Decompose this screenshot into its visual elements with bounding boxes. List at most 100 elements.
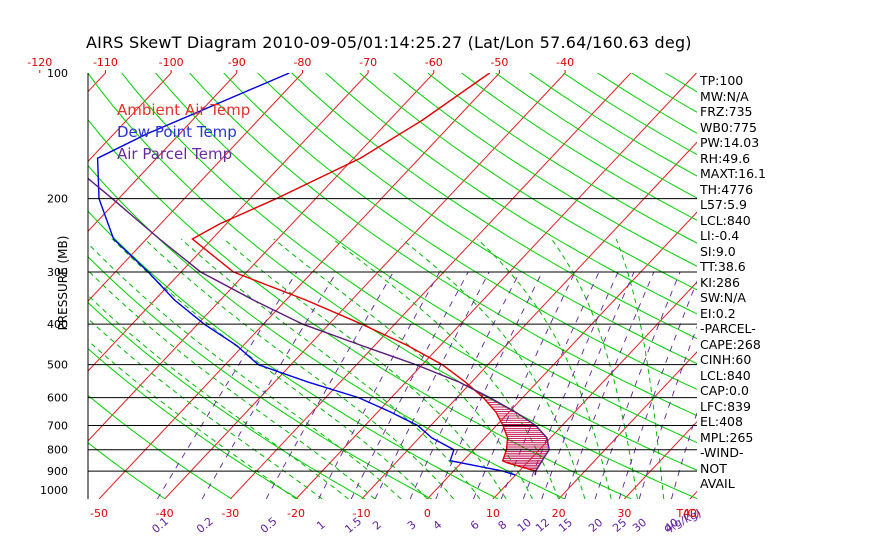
moist-adiabat-line <box>332 238 560 499</box>
dry-adiabat-line <box>257 73 697 365</box>
bottom-temperature-tick-label: -40 <box>156 507 174 520</box>
bottom-temperature-tick-label: -10 <box>353 507 371 520</box>
mixing-ratio-line <box>374 271 490 499</box>
stability-index-row: TT:38.6 <box>700 259 746 274</box>
isotherm-line <box>88 73 172 163</box>
mixing-ratio-tick-label: 0.5 <box>258 515 280 536</box>
y-axis-label: PRESSURE (MB) <box>56 235 70 331</box>
mixing-ratio-tick-label: 10 <box>515 516 534 535</box>
pressure-tick-label: 700 <box>47 420 68 433</box>
stability-index-row: WB0:775 <box>700 119 757 135</box>
moist-adiabat-line <box>112 238 428 499</box>
moist-adiabat-line <box>273 238 533 499</box>
isotherm-line <box>361 141 697 499</box>
pressure-tick-label: 500 <box>47 359 68 372</box>
mixing-ratio-line <box>201 271 337 499</box>
moist-adiabat-line <box>88 269 376 499</box>
moist-adiabat-line <box>88 294 349 499</box>
isotherm-line <box>88 73 238 232</box>
isotherm-line <box>492 281 697 499</box>
isotherm-line <box>88 73 369 372</box>
stability-index-row: AVAIL <box>700 476 735 491</box>
top-temperature-tick-label: -100 <box>159 56 184 69</box>
stability-index-row: MW:N/A <box>700 88 749 104</box>
top-temperature-tick-label: -70 <box>359 56 377 69</box>
dry-adiabat-line <box>88 164 565 499</box>
legend-dew-point-temp: Dew Point Temp <box>117 123 237 141</box>
moist-adiabat-line <box>88 340 297 499</box>
dry-adiabat-line <box>393 73 697 267</box>
top-temperature-tick-label: -60 <box>425 56 443 69</box>
stability-index-row: L57:5.9 <box>700 197 747 212</box>
stability-index-row: CAPE:268 <box>700 336 761 352</box>
mixing-ratio-line <box>618 280 697 499</box>
dry-adiabat-line <box>88 394 233 499</box>
pressure-tick-label: 300 <box>47 266 68 279</box>
top-temperature-tick-label: -90 <box>228 56 246 69</box>
dry-adiabat-line <box>802 73 870 499</box>
moist-adiabat-line <box>88 242 402 499</box>
isotherm-line <box>164 73 566 499</box>
bottom-temperature-tick-label: -50 <box>90 507 108 520</box>
dry-adiabat-line <box>88 118 632 499</box>
legend-air-parcel-temp: Air Parcel Temp <box>117 145 233 163</box>
pressure-tick-label: 200 <box>47 193 68 206</box>
mixing-ratio-tick-label: 3 <box>405 518 419 532</box>
bottom-temperature-tick-label: 40 <box>683 507 697 520</box>
pressure-tick-label: 600 <box>47 392 68 405</box>
mixing-ratio-tick-label: 12 <box>533 516 552 535</box>
stability-index-row: CAP:0.0 <box>700 383 749 398</box>
mixing-ratio-line <box>522 271 619 499</box>
top-temperature-tick-label: -50 <box>490 56 508 69</box>
dry-adiabat-line <box>325 73 697 315</box>
legend-ambient-air-temp: Ambient Air Temp <box>117 101 251 119</box>
top-temperature-tick-label: -40 <box>556 56 574 69</box>
stability-index-row: EL:408 <box>700 414 743 429</box>
stability-index-row: TP:100 <box>700 73 744 88</box>
temperature-unit-label: T(C) <box>676 507 700 520</box>
mixing-ratio-line <box>564 271 655 499</box>
bottom-temperature-tick-label: 10 <box>486 507 500 520</box>
stability-index-row: RH:49.6 <box>700 150 751 166</box>
stability-index-row: LFC:839 <box>700 398 751 414</box>
moist-adiabat-line <box>477 238 612 499</box>
moist-adiabat-line <box>180 238 481 499</box>
stability-index-row: LCL:840 <box>700 367 751 383</box>
mixing-ratio-line <box>473 271 576 499</box>
pressure-tick-label: 400 <box>47 318 68 331</box>
dry-adiabat-line <box>88 210 499 499</box>
stability-index-row: SI:9.0 <box>700 243 736 259</box>
chart-title: AIRS SkewT Diagram 2010-09-05/01:14:25.2… <box>86 33 692 52</box>
mixing-ratio-line <box>594 271 681 499</box>
top-temperature-tick-label: -120 <box>27 56 52 69</box>
stability-indices-panel: TP:100 MW:N/A FRZ:735 WB0:775 PW:14.03 RH:49.… <box>700 73 790 492</box>
mixing-ratio-tick-label: 20 <box>586 516 605 535</box>
stability-index-row: -PARCEL- <box>700 321 756 336</box>
stability-index-row: MPL:265 <box>700 429 754 445</box>
mixing-ratio-line <box>541 271 635 499</box>
mixing-ratio-line <box>318 271 440 499</box>
pressure-tick-label: 900 <box>47 465 68 478</box>
mixing-ratio-line <box>350 271 469 499</box>
stability-index-row: KI:286 <box>700 274 740 290</box>
stability-index-row: TH:4776 <box>700 181 754 197</box>
mixing-ratio-tick-label: 8 <box>496 518 510 532</box>
moist-adiabat-line <box>551 238 638 499</box>
mixing-ratio-line <box>500 271 600 499</box>
pressure-tick-label: 1000 <box>40 484 68 497</box>
moist-adiabat-line <box>401 238 586 499</box>
mixing-ratio-tick-label: 0.2 <box>194 515 216 536</box>
isotherm-line <box>98 73 500 499</box>
bottom-temperature-tick-label: 30 <box>617 507 631 520</box>
stability-index-row: LCL:840 <box>700 212 751 228</box>
mixing-ratio-tick-label: 1 <box>314 518 328 532</box>
dry-adiabat-line <box>495 73 697 199</box>
mixing-ratio-line <box>157 271 298 499</box>
stability-index-row: FRZ:735 <box>700 104 753 119</box>
mixing-ratio-line <box>435 271 543 499</box>
stability-index-row: SW:N/A <box>700 290 746 305</box>
top-temperature-tick-label: -110 <box>93 56 118 69</box>
isotherm-line <box>88 73 106 93</box>
air-parcel-temp-line <box>88 177 550 476</box>
